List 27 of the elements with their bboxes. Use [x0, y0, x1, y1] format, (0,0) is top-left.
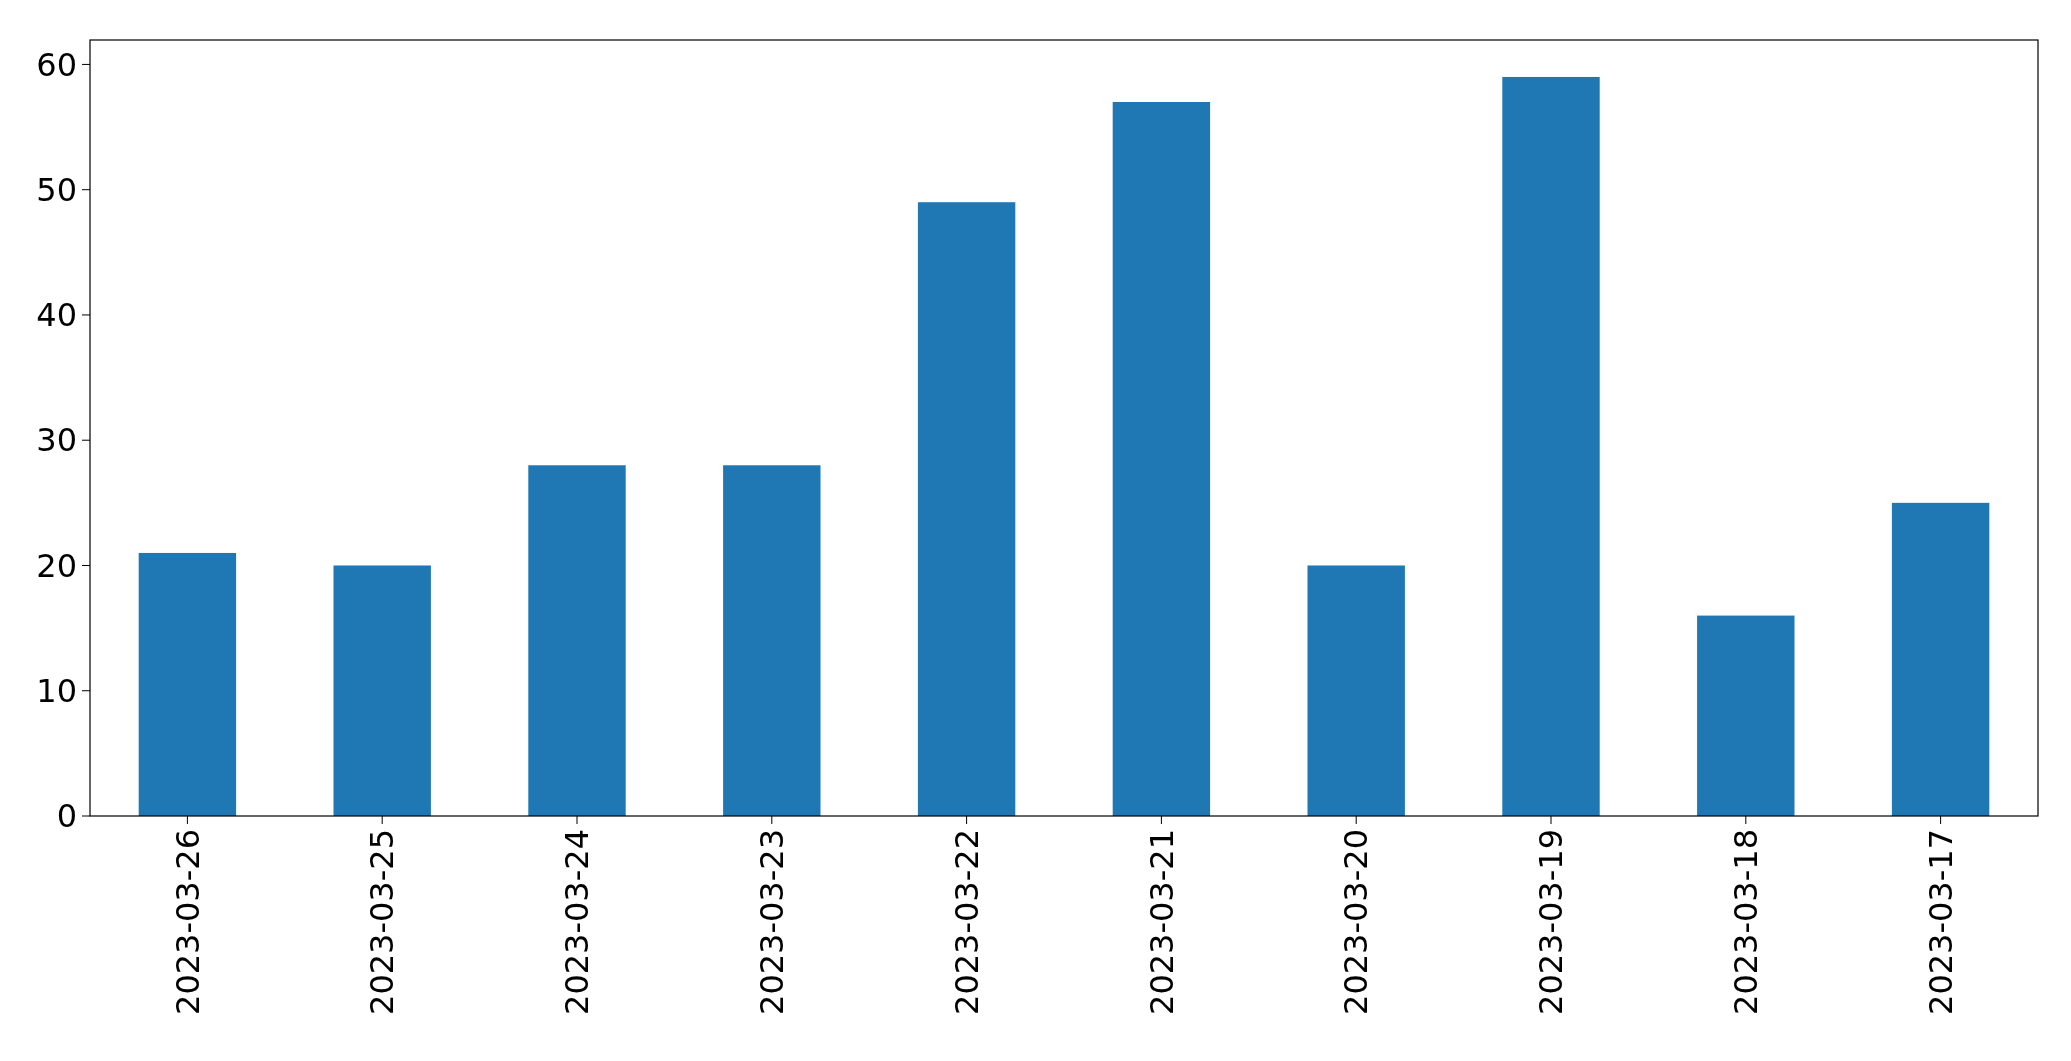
bar [1307, 565, 1405, 816]
bar [1697, 615, 1795, 816]
bar [917, 202, 1016, 816]
bar [333, 565, 431, 816]
x-tick-label: 2023-03-24 [558, 829, 597, 1015]
x-tick-label: 2023-03-20 [1337, 829, 1376, 1015]
bar [723, 465, 821, 816]
bar [1891, 502, 1990, 816]
x-tick-label: 2023-03-17 [1921, 829, 1960, 1015]
x-tick-label: 2023-03-21 [1142, 829, 1181, 1015]
x-tick-label: 2023-03-23 [753, 829, 791, 1015]
bar [1112, 102, 1211, 816]
bar [1502, 76, 1600, 816]
x-tick-label: 2023-03-19 [1532, 829, 1571, 1015]
y-tick-label: 0 [56, 797, 77, 836]
y-tick-label: 40 [36, 296, 77, 335]
x-tick-label: 2023-03-18 [1727, 829, 1765, 1015]
y-tick-label: 30 [36, 421, 77, 460]
y-tick-label: 50 [36, 170, 77, 209]
x-tick-label: 2023-03-25 [363, 829, 402, 1015]
bar [528, 465, 626, 816]
x-tick-label: 2023-03-26 [168, 829, 207, 1015]
bar [138, 552, 237, 816]
y-tick-label: 20 [36, 546, 77, 585]
y-tick-label: 60 [36, 45, 77, 84]
x-tick-label: 2023-03-22 [947, 829, 986, 1015]
y-tick-label: 10 [36, 671, 77, 710]
